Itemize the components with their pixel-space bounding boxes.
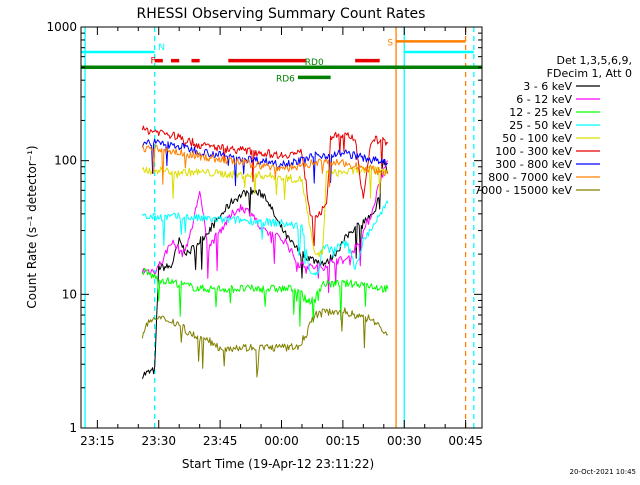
legend-label-3: 25 - 50 keV <box>509 119 572 132</box>
flag-label-rd6: RD6 <box>276 74 295 84</box>
series-lines <box>141 125 389 379</box>
legend-label-5: 100 - 300 keV <box>495 145 572 158</box>
y-axis-label-part: Count Rate (s <box>25 227 39 309</box>
x-tick-label-1: 23:30 <box>141 434 176 448</box>
flag-bars: NF S RD0 RD6 <box>81 38 482 84</box>
series-line-7 <box>141 144 389 188</box>
chart-title: RHESSI Observing Summary Count Rates <box>137 6 426 22</box>
x-axis-label: Start Time (19-Apr-12 23:11:22) <box>182 457 374 471</box>
y-tick-label-2: 100 <box>54 154 77 168</box>
x-tick-label-2: 23:45 <box>203 434 238 448</box>
flag-label-saa: S <box>387 38 393 48</box>
flag-label-flare: F <box>150 57 155 67</box>
legend-label-4: 50 - 100 keV <box>502 132 572 145</box>
series-line-2 <box>141 267 389 327</box>
series-line-1 <box>141 160 389 294</box>
series-line-8 <box>141 307 389 378</box>
timestamp: 20-Oct-2021 10:45 <box>570 468 636 476</box>
y-axis-label-part: ) <box>25 145 39 150</box>
y-axis-label-superscript: ⁻¹ <box>25 150 39 161</box>
flag-label-night: N <box>158 43 165 53</box>
legend-label-7: 800 - 7000 keV <box>488 171 572 184</box>
series-line-3 <box>142 200 389 276</box>
flag-label-rd0: RD0 <box>305 58 324 68</box>
y-axis-label-part: detector <box>25 161 39 216</box>
y-tick-label-0: 1 <box>69 421 77 435</box>
series-line-6 <box>141 138 388 187</box>
legend-label-1: 6 - 12 keV <box>516 93 572 106</box>
x-tick-label-4: 00:15 <box>326 434 361 448</box>
legend: Det 1,3,5,6,9,FDecim 1, Att 03 - 6 keV6 … <box>474 54 632 197</box>
series-line-5 <box>141 125 389 247</box>
y-axis-label: Count Rate (s⁻¹ detector⁻¹) <box>25 145 39 308</box>
x-tick-label-5: 00:30 <box>387 434 422 448</box>
y-tick-label-3: 1000 <box>46 20 77 34</box>
y-axis-label-superscript: ⁻¹ <box>25 216 39 227</box>
y-tick-label-1: 10 <box>62 287 77 301</box>
series-line-4 <box>141 165 389 258</box>
x-tick-label-3: 00:00 <box>264 434 299 448</box>
legend-label-8: 7000 - 15000 keV <box>474 184 572 197</box>
x-tick-label-6: 00:45 <box>448 434 483 448</box>
legend-label-0: 3 - 6 keV <box>523 80 572 93</box>
legend-label-6: 300 - 800 keV <box>495 158 572 171</box>
legend-label-2: 12 - 25 keV <box>509 106 572 119</box>
legend-header-1: FDecim 1, Att 0 <box>547 67 632 80</box>
legend-header-0: Det 1,3,5,6,9, <box>556 54 632 67</box>
x-tick-label-0: 23:15 <box>80 434 115 448</box>
axes: 23:15 23:30 23:45 00:00 00:15 00:30 00:45 1 10 10… <box>46 20 482 448</box>
series-line-0 <box>141 159 389 379</box>
marker-lines <box>84 27 475 428</box>
